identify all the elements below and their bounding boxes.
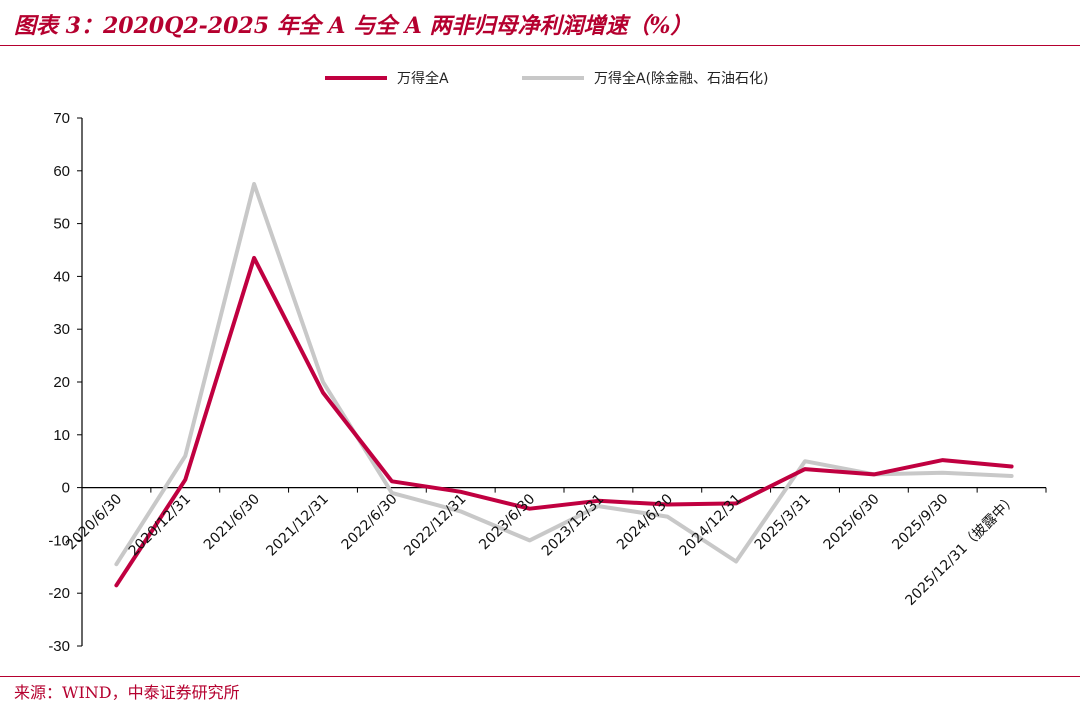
chart-title: 图表 3：2020Q2-2025 年全 A 与全 A 两非归母净利润增速（%） (14, 13, 693, 39)
legend-label-1: 万得全A(除金融、石油石化) (594, 70, 769, 87)
y-tick-label: 60 (53, 163, 70, 180)
series-line-0 (114, 255, 1014, 588)
y-tick-label: 70 (53, 110, 70, 127)
line-chart: -30 -20 -10 0 10 20 30 40 50 60 70 2020/6/30 2020/12… (48, 70, 1047, 655)
source-note: 来源：WIND，中泰证券研究所 (14, 683, 240, 702)
title-underline (0, 45, 1080, 46)
y-tick-label: 20 (53, 374, 70, 391)
y-tick-label: -10 (48, 532, 70, 549)
y-tick-label: 40 (53, 268, 70, 285)
x-tick-label: 2025/6/30 (821, 491, 883, 553)
x-tick-label: 2022/6/30 (339, 491, 401, 553)
source-rule (0, 676, 1080, 677)
y-tick-label: 0 (62, 480, 70, 497)
x-tick-label: 2025/12/31（披露中） (903, 491, 1021, 609)
x-tick-label: 2021/12/31 (263, 491, 331, 559)
x-tick-label: 2023/12/31 (539, 491, 607, 559)
y-tick-label: -30 (48, 638, 70, 655)
y-tick-label: 30 (53, 321, 70, 338)
y-tick-label: 50 (53, 216, 70, 233)
x-tick-label: 2024/12/31 (677, 491, 745, 559)
x-tick-label: 2021/6/30 (201, 491, 263, 553)
x-tick-label: 2020/6/30 (63, 491, 125, 553)
x-tick-label: 2020/12/31 (126, 491, 194, 559)
legend-label-0: 万得全A (397, 70, 449, 87)
y-tick-label: 10 (53, 427, 70, 444)
x-tick-label: 2022/12/31 (401, 491, 469, 559)
y-tick-label: -20 (48, 585, 70, 602)
x-tick-label: 2025/9/30 (889, 491, 951, 553)
